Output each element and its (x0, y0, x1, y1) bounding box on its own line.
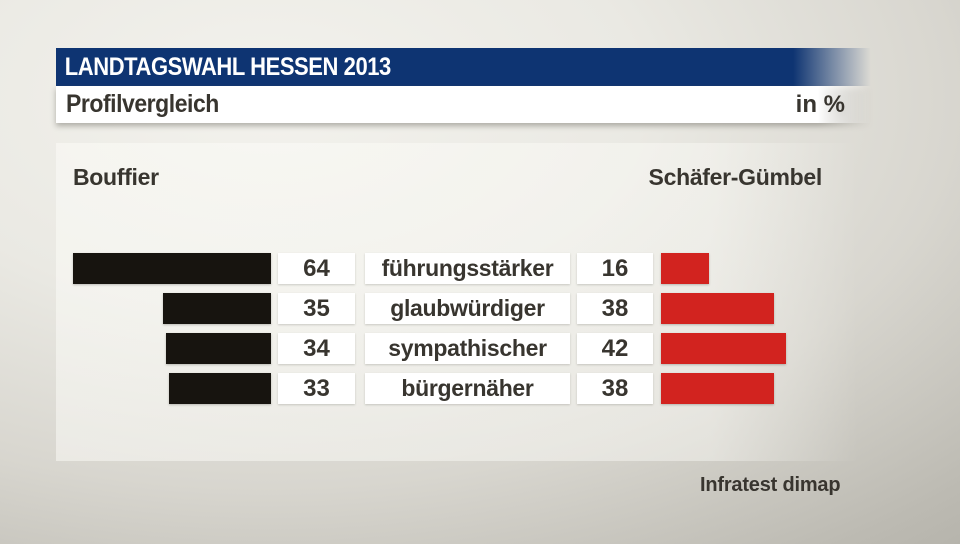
schaefer-guembel-bar (661, 253, 709, 284)
category-label: glaubwürdiger (365, 293, 570, 324)
bouffier-value: 35 (278, 293, 355, 324)
source-credit: Infratest dimap (700, 474, 841, 496)
chart-row: 33 bürgernäher 38 (0, 373, 960, 404)
schaefer-guembel-bar (661, 373, 774, 404)
schaefer-guembel-value: 42 (577, 333, 653, 364)
candidate-names: Bouffier Schäfer-Gümbel (73, 164, 822, 191)
chart-row: 34 sympathischer 42 (0, 333, 960, 364)
bouffier-value: 33 (278, 373, 355, 404)
chart-rows: 64 führungsstärker 16 35 glaubwürdiger 3… (0, 253, 960, 413)
schaefer-guembel-value: 38 (577, 293, 653, 324)
left-bar-zone (0, 373, 271, 404)
schaefer-guembel-bar (661, 333, 786, 364)
category-label: führungsstärker (365, 253, 570, 284)
chart-row: 64 führungsstärker 16 (0, 253, 960, 284)
schaefer-guembel-bar (661, 293, 774, 324)
bouffier-bar (163, 293, 271, 324)
page-title: LANDTAGSWAHL HESSEN 2013 (64, 52, 391, 81)
unit-label: in % (795, 91, 845, 118)
header-title-bar: LANDTAGSWAHL HESSEN 2013 (56, 48, 875, 86)
bouffier-bar (73, 253, 271, 284)
bouffier-value: 34 (278, 333, 355, 364)
schaefer-guembel-value: 16 (577, 253, 653, 284)
header-sub-bar: Profilvergleich in % (56, 86, 875, 123)
bouffier-bar (169, 373, 271, 404)
left-bar-zone (0, 293, 271, 324)
chart-subtitle: Profilvergleich (66, 90, 219, 118)
left-bar-zone (0, 333, 271, 364)
left-bar-zone (0, 253, 271, 284)
category-label: sympathischer (365, 333, 570, 364)
candidate-left-name: Bouffier (73, 164, 159, 190)
schaefer-guembel-value: 38 (577, 373, 653, 404)
bouffier-value: 64 (278, 253, 355, 284)
category-label: bürgernäher (365, 373, 570, 404)
candidate-right-name: Schäfer-Gümbel (648, 164, 823, 190)
bouffier-bar (166, 333, 271, 364)
chart-row: 35 glaubwürdiger 38 (0, 293, 960, 324)
